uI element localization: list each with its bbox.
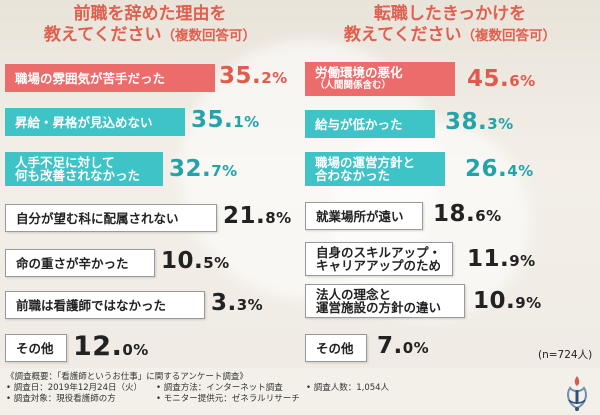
survey-target: • 調査対象：現役看護師の方 bbox=[6, 394, 116, 404]
item-value: 18.6% bbox=[433, 201, 502, 227]
item-value: 45.6% bbox=[467, 66, 536, 92]
survey-overview: 《調査概要：「看護師というお仕事」に関するアンケート調査》 • 調査日：2019… bbox=[0, 368, 600, 415]
survey-heading: 《調査概要：「看護師というお仕事」に関するアンケート調査》 bbox=[6, 372, 248, 382]
list-item: その他 7.0% bbox=[305, 330, 595, 366]
item-value: 11.9% bbox=[467, 246, 536, 272]
item-value: 21.8% bbox=[223, 203, 292, 229]
list-item: 人手不足に対して 何も改善されなかった 32.7% bbox=[5, 150, 295, 186]
survey-date: • 調査日：2019年12月24日（火） bbox=[6, 383, 142, 393]
right-panel-title: 転職したきっかけを 教えてください（複数回答可） bbox=[343, 4, 557, 45]
list-item: 昇給・昇格が見込めない 35.1% bbox=[5, 104, 295, 140]
list-item: 前職は看護師ではなかった 3.3% bbox=[5, 287, 295, 323]
item-label: その他 bbox=[5, 334, 67, 362]
item-value: 32.7% bbox=[169, 156, 238, 182]
item-label: 自分が望む科に配属されない bbox=[5, 204, 217, 232]
item-label: 命の重さが辛かった bbox=[5, 249, 155, 277]
survey-monitor: • モニター提供元：ゼネラルリサーチ bbox=[156, 394, 300, 404]
list-item: 給与が低かった 38.3% bbox=[305, 106, 595, 142]
item-value: 7.0% bbox=[377, 333, 430, 359]
item-value: 10.5% bbox=[161, 248, 230, 274]
list-item: 就業場所が遠い 18.6% bbox=[305, 198, 595, 234]
left-panel-title: 前職を辞めた理由を 教えてください（複数回答可） bbox=[43, 4, 257, 45]
list-item: 自分が望む科に配属されない 21.8% bbox=[5, 200, 295, 236]
item-value: 26.4% bbox=[465, 156, 534, 182]
item-label: その他 bbox=[305, 334, 367, 362]
item-label: 前職は看護師ではなかった bbox=[5, 291, 205, 319]
item-value: 35.1% bbox=[191, 107, 260, 133]
nurse-logo-icon bbox=[567, 376, 587, 411]
item-label: 給与が低かった bbox=[305, 110, 435, 138]
item-label: 昇給・昇格が見込めない bbox=[5, 108, 185, 136]
item-label: 人手不足に対して 何も改善されなかった bbox=[5, 152, 163, 186]
survey-count: • 調査人数：1,054人 bbox=[306, 383, 390, 393]
list-item: 労働環境の悪化 （人間関係含む） 45.6% bbox=[305, 60, 595, 96]
list-item: 自身のスキルアップ・ キャリアアップのため 11.9% bbox=[305, 240, 595, 276]
list-item: 命の重さが辛かった 10.5% bbox=[5, 245, 295, 281]
item-value: 35.2% bbox=[219, 63, 288, 89]
list-item: 法人の理念と 運営施設の方針の違い 10.9% bbox=[305, 282, 595, 318]
item-label: 労働環境の悪化 （人間関係含む） bbox=[305, 62, 455, 96]
item-label: 法人の理念と 運営施設の方針の違い bbox=[305, 284, 465, 318]
item-label: 就業場所が遠い bbox=[305, 202, 423, 230]
item-label: 職場の雰囲気が苦手だった bbox=[5, 64, 215, 92]
item-value: 12.0% bbox=[73, 331, 149, 362]
item-label: 自身のスキルアップ・ キャリアアップのため bbox=[305, 242, 453, 276]
item-label: 職場の運営方針と 合わなかった bbox=[305, 152, 445, 186]
list-item: その他 12.0% bbox=[5, 330, 295, 366]
item-value: 3.3% bbox=[211, 290, 264, 316]
list-item: 職場の雰囲気が苦手だった 35.2% bbox=[5, 60, 295, 96]
item-value: 10.9% bbox=[473, 288, 542, 314]
sample-size-label: (n=724人) bbox=[538, 349, 593, 361]
item-value: 38.3% bbox=[445, 109, 514, 135]
list-item: 職場の運営方針と 合わなかった 26.4% bbox=[305, 150, 595, 186]
survey-method: • 調査方法：インターネット調査 bbox=[156, 383, 283, 393]
